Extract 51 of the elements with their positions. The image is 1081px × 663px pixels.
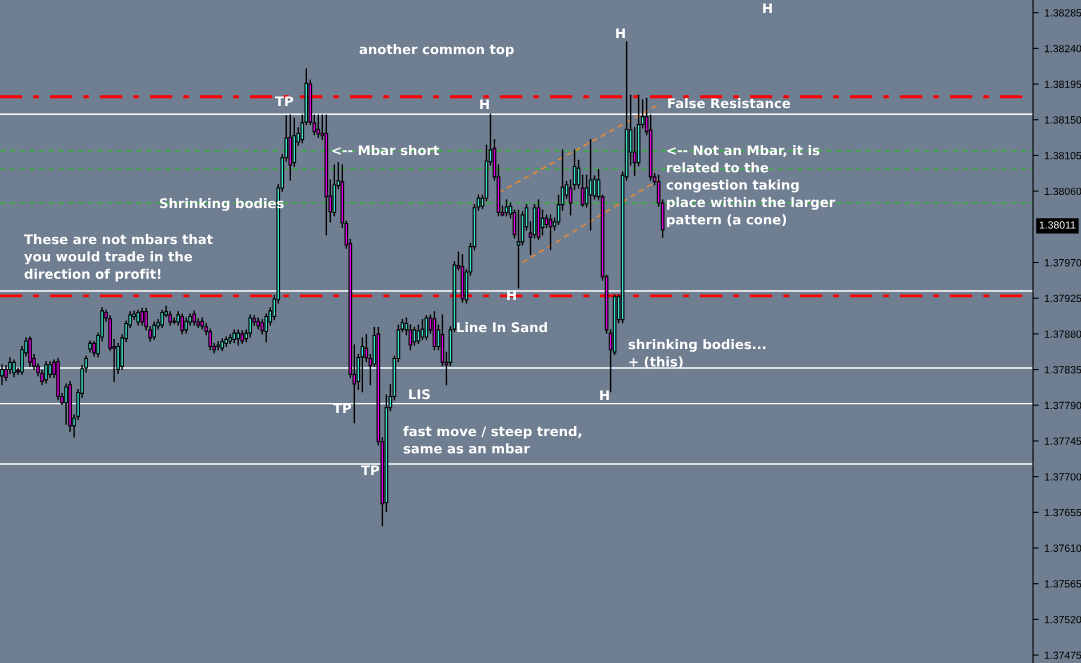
candlestick [632, 126, 637, 176]
y-tick-label: 1.37790 [1044, 401, 1081, 410]
candlestick [592, 175, 597, 200]
candlestick [64, 383, 68, 425]
y-tick-label: 1.37520 [1044, 615, 1081, 624]
candlestick [360, 337, 365, 393]
annotation: These are not mbars that you would trade in the direction of profit! [24, 234, 213, 282]
candlestick [424, 314, 429, 341]
candlestick [364, 333, 369, 363]
candlestick [588, 138, 593, 231]
annotation: H [600, 390, 609, 401]
annotation: False Resistance [668, 98, 791, 109]
candlestick [316, 114, 321, 138]
annotation: <-- Not an Mbar, it is related to the congestion taking place within the larger pattern (a cone) [666, 145, 836, 228]
y-tick-label: 1.37610 [1044, 544, 1081, 552]
text: 1.38011 [1039, 221, 1076, 229]
annotation: TP [275, 96, 294, 107]
candlestick [28, 336, 32, 368]
annotation: H [763, 3, 772, 14]
candlestick [264, 313, 269, 343]
annotation: LIS [409, 389, 430, 400]
annotation: H [616, 28, 625, 39]
y-tick-label: 1.37565 [1044, 580, 1081, 588]
annotation: Line In Sand [457, 322, 547, 333]
y-tick-label: 1.37700 [1044, 473, 1081, 481]
y-tick-label: 1.37925 [1044, 294, 1081, 303]
y-tick-label: 1.38060 [1044, 187, 1081, 195]
y-tick-label: 1.38285 [1044, 9, 1081, 17]
y-tick-label: 1.38150 [1044, 116, 1081, 124]
annotation: H [507, 290, 516, 301]
y-tick-label: 1.37655 [1044, 508, 1081, 517]
candlestick [172, 317, 177, 325]
y-tick-label: 1.37475 [1044, 651, 1081, 659]
candlestick [44, 360, 48, 384]
annotation: fast move / steep trend, same as an mbar [403, 426, 582, 454]
y-tick-label: 1.37880 [1044, 330, 1081, 338]
annotation: TP [361, 465, 380, 476]
candlestick [0, 364, 4, 386]
annotation: <-- Mbar short [332, 145, 439, 156]
y-tick-label: 1.38195 [1044, 80, 1081, 88]
annotation: H [480, 99, 489, 110]
annotation: another common top [359, 44, 514, 57]
candlestick [420, 318, 425, 341]
candlestick [416, 324, 421, 345]
y-tick-label: 1.37745 [1044, 437, 1081, 445]
annotation: shrinking bodies... + (this) [628, 339, 766, 369]
y-tick-label: 1.38105 [1044, 151, 1081, 160]
y-tick-label: 1.38240 [1044, 44, 1081, 53]
y-tick-label: 1.37970 [1044, 259, 1081, 267]
y-tick-label: 1.37835 [1044, 366, 1081, 374]
candlestick [516, 209, 521, 289]
